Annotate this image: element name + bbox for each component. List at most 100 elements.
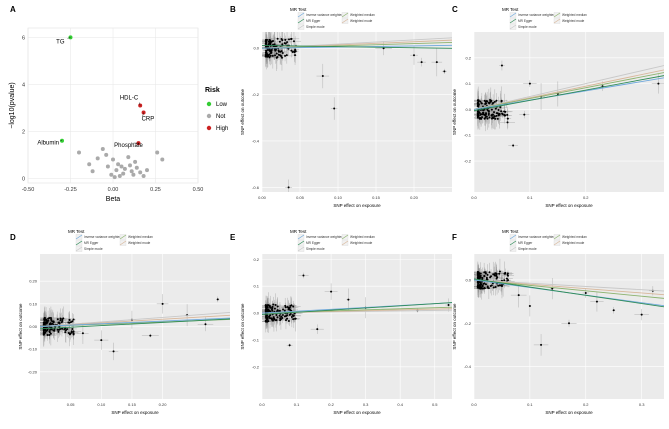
snp-point <box>490 114 493 117</box>
label-connector <box>67 37 71 39</box>
snp-point <box>413 54 415 57</box>
legend-label: Weighted median <box>562 235 587 239</box>
snp-point <box>100 339 103 342</box>
snp-point <box>500 110 503 113</box>
snp-point <box>523 113 526 116</box>
snp-point <box>272 303 275 306</box>
x-axis-title: SNP effect on exposure <box>111 410 159 415</box>
snp-point <box>278 314 281 317</box>
mr-egger-line <box>40 318 230 330</box>
x-tick-label: 0.10 <box>334 195 343 200</box>
snp-point <box>69 332 72 335</box>
legend-swatch <box>509 24 517 30</box>
snp-point <box>493 274 496 277</box>
snp-point <box>43 321 46 324</box>
snp-point <box>333 107 336 110</box>
snp-point <box>498 113 501 116</box>
snp-point <box>294 48 297 51</box>
snp-point <box>266 318 269 321</box>
snp-point <box>280 315 283 318</box>
snp-point <box>657 82 660 85</box>
snp-point <box>275 314 278 317</box>
plot-background <box>474 32 664 192</box>
snp-point <box>269 314 272 317</box>
legend-label: Inverse variance weighted <box>518 235 555 239</box>
data-point <box>131 172 136 177</box>
legend-label: MR Egger <box>306 19 321 23</box>
plot-background <box>262 32 452 192</box>
y-tick-label: -0.10 <box>28 347 38 352</box>
y-tick-label: -0.2 <box>252 364 260 369</box>
x-tick-label: 0.2 <box>328 402 334 407</box>
snp-point <box>447 304 450 307</box>
snp-point <box>286 317 289 320</box>
snp-point <box>281 43 284 46</box>
snp-point <box>51 320 54 323</box>
y-tick-label: -0.2 <box>464 159 472 164</box>
legend-label: Weighted mode <box>128 241 150 245</box>
legend-label: High <box>216 126 228 132</box>
y-tick-label: 0.1 <box>465 81 471 86</box>
plot-content <box>262 32 452 192</box>
snp-point <box>45 330 48 333</box>
snp-point <box>64 331 67 334</box>
snp-point <box>42 331 45 334</box>
y-tick-label: 0.0 <box>465 107 471 112</box>
data-point <box>105 164 110 169</box>
snp-point <box>321 75 324 78</box>
simple-mode-line <box>40 312 230 327</box>
y-axis-title: −log10(pvalue) <box>9 82 16 129</box>
snp-point <box>43 329 46 332</box>
snp-point <box>112 350 115 353</box>
mr-egger-line <box>262 302 452 315</box>
legend-swatch <box>553 18 561 24</box>
x-tick-label: 0.4 <box>397 402 403 407</box>
x-tick-label: 0.1 <box>294 402 300 407</box>
legend-swatch <box>509 240 517 246</box>
legend-label: MR Egger <box>518 19 533 23</box>
ivw-line <box>474 77 664 110</box>
data-point <box>145 168 149 173</box>
legend-label: Simple mode <box>306 247 325 251</box>
y-tick-label: -0.1 <box>252 337 260 342</box>
y-tick-label: 4 <box>22 82 25 88</box>
weighted-mode-line <box>474 279 664 296</box>
snp-point <box>286 305 289 308</box>
point-label: HDL-C <box>120 96 139 102</box>
snp-point <box>72 330 75 333</box>
snp-point <box>568 322 570 325</box>
snp-point <box>540 343 543 346</box>
snp-point <box>288 344 291 347</box>
snp-point <box>282 308 285 311</box>
plot-content <box>40 294 230 361</box>
legend-swatch <box>75 240 83 246</box>
snp-point <box>476 112 479 115</box>
snp-point <box>482 282 485 285</box>
snp-point <box>268 304 271 307</box>
snp-point <box>493 100 496 103</box>
legend-swatch <box>553 234 561 240</box>
snp-point <box>496 112 499 115</box>
snp-point <box>420 61 423 64</box>
data-point <box>116 162 121 167</box>
snp-point <box>528 82 531 85</box>
label-connector <box>142 112 144 117</box>
snp-point <box>204 323 207 326</box>
y-tick-label: -0.4 <box>252 138 260 143</box>
snp-point <box>291 51 294 54</box>
snp-point <box>478 112 481 115</box>
snp-point <box>494 272 497 275</box>
snp-point <box>479 100 482 103</box>
legend-swatch <box>341 18 349 24</box>
snp-point <box>481 284 484 287</box>
weighted-median-line <box>262 41 452 49</box>
y-tick-label: 2 <box>22 129 25 135</box>
snp-point <box>487 101 490 104</box>
snp-point <box>481 276 484 279</box>
legend-swatch <box>553 12 561 18</box>
snp-point <box>481 116 484 119</box>
snp-point <box>46 334 49 337</box>
snp-point <box>595 300 598 303</box>
snp-point <box>50 328 53 331</box>
snp-point <box>479 272 482 275</box>
